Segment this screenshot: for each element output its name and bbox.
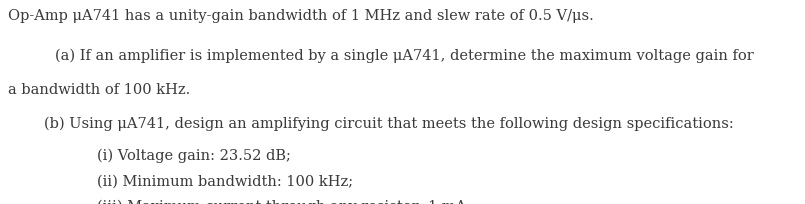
Text: (a) If an amplifier is implemented by a single μA741, determine the maximum volt: (a) If an amplifier is implemented by a … bbox=[55, 49, 753, 63]
Text: (ii) Minimum bandwidth: 100 kHz;: (ii) Minimum bandwidth: 100 kHz; bbox=[97, 174, 353, 188]
Text: Op-Amp μA741 has a unity-gain bandwidth of 1 MHz and slew rate of 0.5 V/μs.: Op-Amp μA741 has a unity-gain bandwidth … bbox=[8, 9, 594, 23]
Text: a bandwidth of 100 kHz.: a bandwidth of 100 kHz. bbox=[8, 83, 190, 97]
Text: (i) Voltage gain: 23.52 dB;: (i) Voltage gain: 23.52 dB; bbox=[97, 149, 291, 163]
Text: (b) Using μA741, design an amplifying circuit that meets the following design sp: (b) Using μA741, design an amplifying ci… bbox=[44, 116, 734, 131]
Text: (iii) Maximum current through any resistor: 1 mA.: (iii) Maximum current through any resist… bbox=[97, 200, 470, 204]
